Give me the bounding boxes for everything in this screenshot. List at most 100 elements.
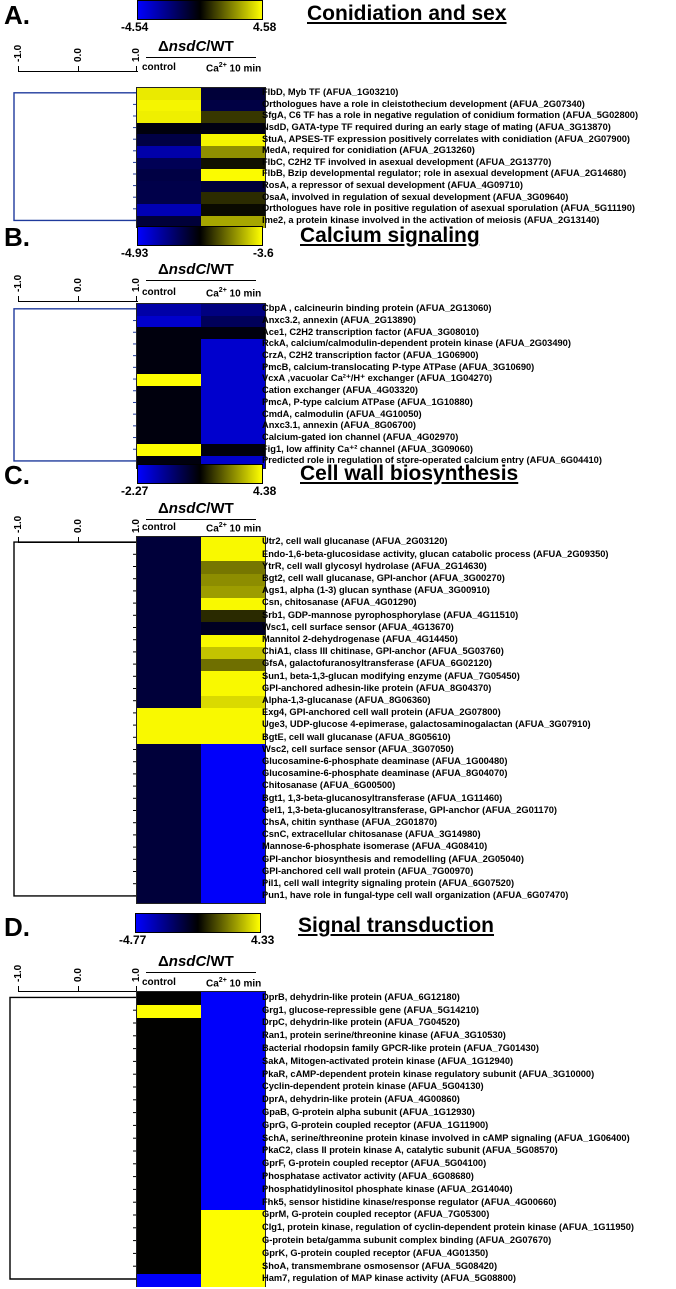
gene-label: BgtE, cell wall glucanase (AFUA_8G05610) [262, 731, 451, 742]
axis-tick-label: -1.0 [13, 964, 24, 982]
axis-tick-label: -1.0 [13, 274, 24, 292]
heatmap-cell [201, 432, 265, 445]
heatmap-cell [201, 157, 265, 170]
axis-tick-label: 0.0 [73, 278, 84, 292]
column-header-ca: Ca2+ 10 min [206, 522, 261, 534]
column-header-ca: Ca2+ 10 min [206, 977, 261, 989]
color-scale-min: -4.77 [119, 933, 147, 947]
comparison-gene: nsdC [168, 38, 207, 55]
heatmap-cell [137, 122, 201, 135]
column-header-ca-sup: 2+ [218, 977, 227, 984]
gene-label: Glucosamine-6-phosphate deaminase (AFUA_… [262, 756, 508, 767]
gene-label: Anxc3.2, annexin (AFUA_2G13890) [262, 314, 416, 325]
gene-label: Pun1, have role in fungal-type cell wall… [262, 890, 569, 901]
heatmap-cell [201, 1196, 265, 1211]
heatmap-cell [201, 744, 265, 758]
heatmap-cell [137, 634, 201, 648]
gene-label: Bacterial rhodopsin family GPCR-like pro… [262, 1042, 539, 1053]
heatmap-cell [201, 805, 265, 819]
heatmap-cell [137, 744, 201, 758]
gene-label: Glucosamine-6-phosphate deaminase (AFUA_… [262, 768, 508, 779]
comparison-gene: nsdC [168, 953, 207, 970]
gene-label: DprA, dehydrin-like protein (AFUA_4G0086… [262, 1094, 460, 1105]
axis-tick-mark [18, 66, 19, 71]
heatmap-cell [201, 695, 265, 709]
dendrogram [13, 92, 136, 222]
heatmap-cell [137, 1145, 201, 1159]
heatmap-cell [137, 793, 201, 806]
gene-label: NsdD, GATA-type TF required during an ea… [262, 121, 611, 132]
heatmap-cell [201, 1004, 265, 1019]
heatmap-cell [201, 99, 265, 112]
heatmap-cell [201, 180, 265, 193]
axis-tick-mark [78, 66, 79, 71]
gene-label: GprG, G-protein coupled receptor (AFUA_1… [262, 1119, 489, 1130]
heatmap-cell [137, 339, 201, 352]
heatmap-cell [201, 1043, 265, 1057]
panel-letter: C. [4, 460, 30, 490]
heatmap-grid [136, 991, 266, 1288]
heatmap-cell [137, 169, 201, 182]
comparison-delta: Δ [158, 953, 169, 970]
column-header-ca-prefix: Ca [206, 978, 219, 990]
panel-title: Cell wall biosynthesis [300, 462, 519, 485]
gene-label: Predicted role in regulation of store-op… [262, 455, 602, 466]
heatmap-cell [137, 157, 201, 170]
heatmap-cell [137, 315, 201, 328]
gene-label: OsaA, involved in regulation of sexual d… [262, 191, 569, 202]
gene-label: GpaB, G-protein alpha subunit (AFUA_1G12… [262, 1106, 475, 1117]
column-header-ca: Ca2+ 10 min [206, 62, 261, 74]
column-header-ca-suffix: 10 min [226, 523, 262, 535]
heatmap-cell [201, 598, 265, 611]
color-scale-bar [137, 226, 263, 246]
heatmap-cell [137, 561, 201, 575]
heatmap-cell [137, 385, 201, 399]
gene-label: Ags1, alpha (1-3) glucan synthase (AFUA_… [262, 585, 490, 596]
heatmap-cell [201, 842, 265, 855]
heatmap-cell [137, 327, 201, 340]
gene-label: Phosphatase activator activity (AFUA_6G0… [262, 1170, 474, 1181]
color-scale-bar [137, 464, 263, 484]
color-scale-bar [135, 913, 261, 933]
gene-label: Orthologues have a role in cleistotheciu… [262, 98, 585, 109]
heatmap-cell [137, 756, 201, 770]
panel-title: Conidiation and sex [307, 2, 507, 25]
dendrogram-branch [13, 541, 136, 897]
comparison-label: ΔnsdC/WT [158, 38, 234, 55]
heatmap-cell [201, 88, 265, 101]
heatmap-cell [201, 890, 265, 904]
heatmap-cell [137, 573, 201, 587]
heatmap-cell [137, 610, 201, 623]
column-header-control: control [142, 287, 176, 298]
heatmap-cell [137, 1107, 201, 1121]
heatmap-cell [201, 1235, 265, 1249]
gene-label: Srb1, GDP-mannose pyrophosphorylase (AFU… [262, 609, 519, 620]
heatmap-cell [201, 1158, 265, 1172]
heatmap-cell [201, 1248, 265, 1262]
heatmap-cell [201, 768, 265, 782]
heatmap-cell [137, 768, 201, 782]
axis-tick-label: 0.0 [73, 519, 84, 533]
heatmap-cell [201, 362, 265, 375]
heatmap-cell [137, 781, 201, 794]
gene-label: FlbB, Bzip developmental regulator; role… [262, 168, 627, 179]
heatmap-cell [137, 409, 201, 422]
heatmap-cell [137, 1094, 201, 1108]
heatmap-cell [201, 1068, 265, 1083]
heatmap-cell [201, 817, 265, 831]
gene-label: VcxA ,vacuolar Ca²⁺/H⁺ exchanger (AFUA_1… [262, 373, 493, 384]
gene-label: GPI-anchored adhesin-like protein (AFUA_… [262, 682, 492, 693]
comparison-rest: /WT [206, 261, 234, 278]
heatmap-cell [137, 646, 201, 660]
gene-label: Fhk5, sensor histidine kinase/response r… [262, 1196, 557, 1207]
heatmap-cell [201, 707, 265, 721]
dendrogram [13, 541, 136, 897]
gene-label: SchA, serine/threonine protein kinase in… [262, 1132, 630, 1143]
gene-label: SfgA, C6 TF has a role in negative regul… [262, 110, 639, 121]
heatmap-cell [137, 1132, 201, 1147]
heatmap-cell [201, 315, 265, 328]
heatmap-cell [137, 829, 201, 843]
color-scale-max: 4.33 [251, 933, 275, 947]
heatmap-cell [201, 683, 265, 697]
comparison-underline [146, 57, 256, 58]
